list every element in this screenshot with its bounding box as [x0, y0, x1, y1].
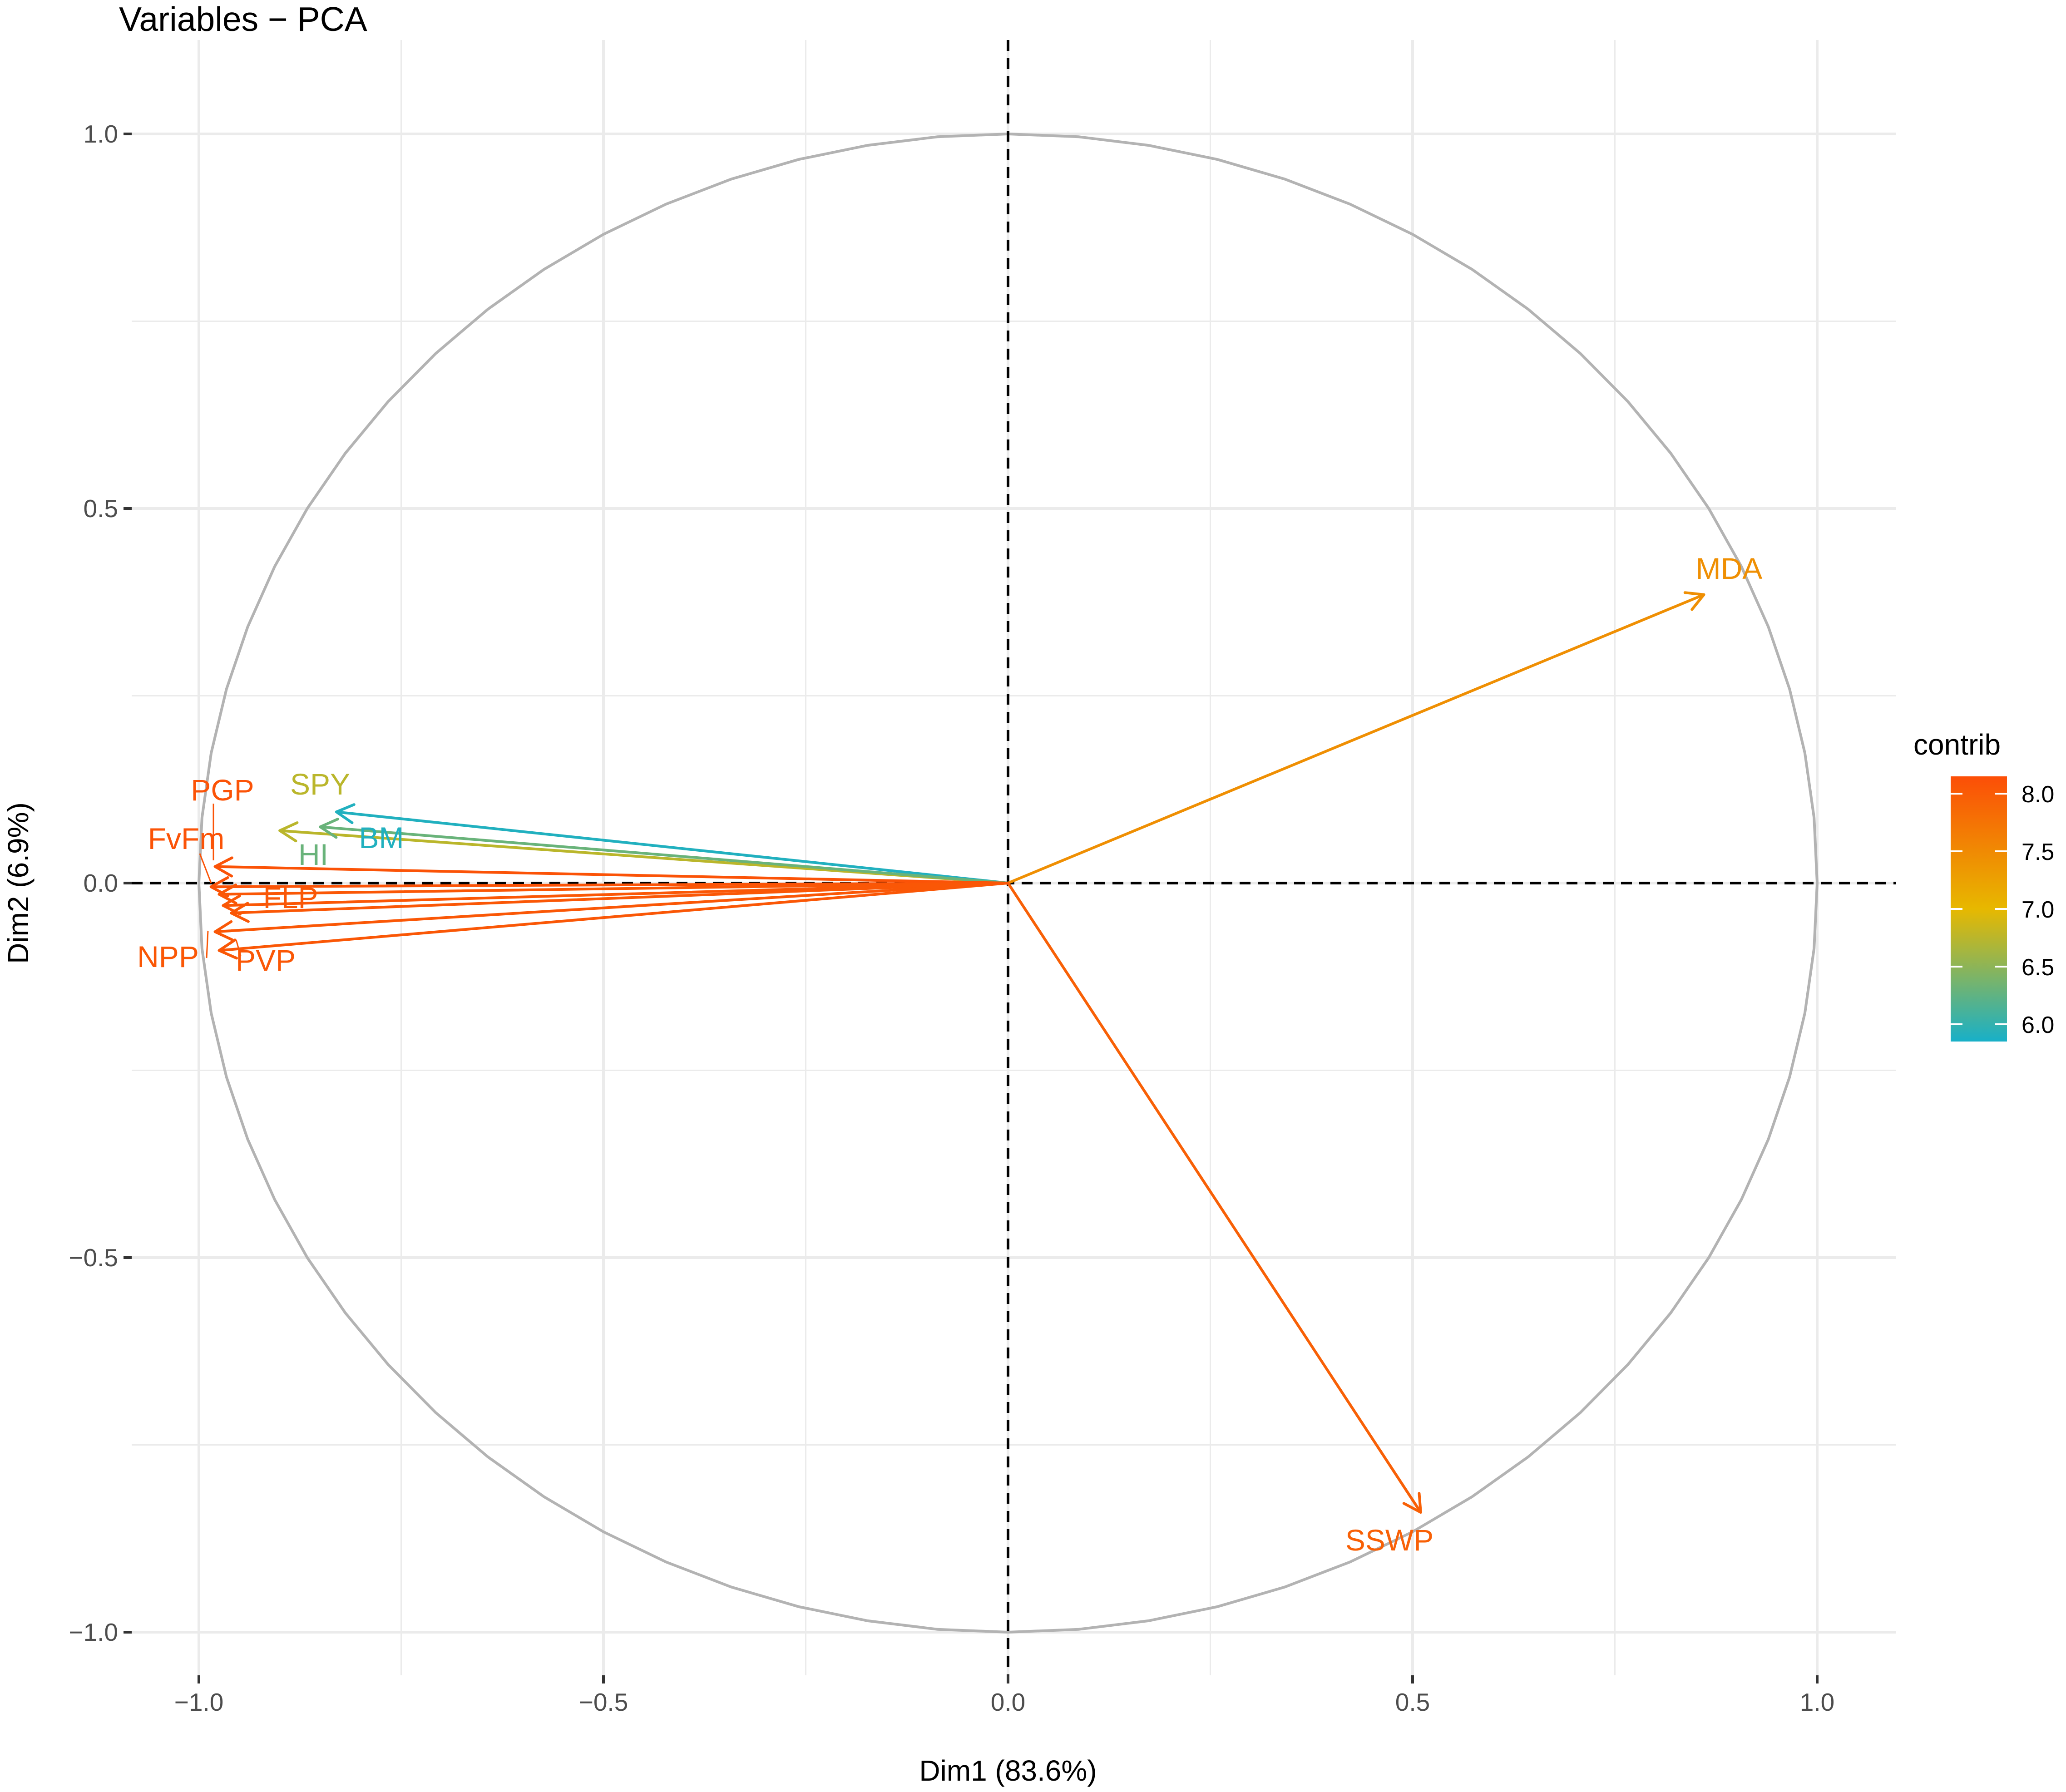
arrow-head — [217, 938, 238, 960]
y-tick-label: 0.0 — [84, 869, 118, 897]
variable-label-mda: MDA — [1696, 552, 1763, 585]
arrow-head — [278, 821, 299, 843]
x-axis-label: Dim1 (83.6%) — [919, 1754, 1097, 1787]
y-tick-label: −0.5 — [69, 1244, 118, 1272]
label-connector — [235, 939, 242, 956]
correlation-circle — [197, 133, 1819, 1634]
x-tick-label: −0.5 — [579, 1688, 628, 1716]
arrow-shaft — [213, 865, 1009, 884]
arrow-unlabeled — [222, 882, 1009, 916]
arrow-head — [230, 902, 250, 923]
legend-break-label: 7.0 — [2022, 897, 2054, 923]
arrow-pvp — [217, 882, 1009, 960]
legend-break-label: 8.0 — [2022, 781, 2054, 808]
arrow-npp — [213, 882, 1009, 942]
arrow-head — [213, 920, 234, 942]
arrow-pgp — [213, 856, 1009, 884]
variable-label-pvp: PVP — [236, 943, 296, 977]
x-tick-label: 0.0 — [991, 1688, 1025, 1716]
variable-label-pgp: PGP — [191, 773, 254, 807]
variable-label-hi: HI — [298, 838, 328, 871]
contrib-legend: contrib 6.0 6.5 7.0 7.5 8.0 — [1913, 728, 2054, 1042]
legend-break-label: 6.0 — [2022, 1012, 2054, 1038]
arrow-shaft — [217, 882, 1009, 952]
variable-label-fvfm: FvFm — [148, 822, 225, 855]
variable-label-bm: BM — [359, 821, 404, 854]
label-connector — [199, 853, 212, 884]
y-axis-label: Dim2 (6.9%) — [2, 802, 35, 964]
legend-ticks: 6.0 6.5 7.0 7.5 8.0 — [1951, 781, 2054, 1038]
arrow-mda — [1007, 591, 1705, 884]
legend-break-label: 7.5 — [2022, 839, 2054, 865]
arrow-head — [222, 894, 242, 916]
arrow-shaft — [217, 882, 1009, 896]
variable-label-npp: NPP — [137, 940, 199, 973]
variable-labels: MDA SSWP SPY BM HI PGP FvFm FLP NPP PVP — [137, 552, 1762, 1557]
arrow-shaft — [335, 810, 1009, 884]
arrow-shaft — [1007, 882, 1422, 1514]
y-tick-label: 1.0 — [84, 120, 118, 148]
variable-arrows — [209, 591, 1705, 1514]
chart-title: Variables − PCA — [119, 0, 367, 38]
label-connector — [206, 930, 209, 958]
x-tick-label: 0.5 — [1395, 1688, 1430, 1716]
arrow-shaft — [222, 882, 1009, 907]
arrow-head — [213, 856, 233, 878]
plot-panel — [132, 40, 1896, 1675]
variable-label-flp: FLP — [263, 881, 318, 914]
arrow-bm — [335, 803, 1009, 884]
arrow-head — [1402, 1492, 1422, 1514]
legend-break-label: 6.5 — [2022, 954, 2054, 981]
axes: −1.0 −0.5 0.0 0.5 1.0 −1.0 −0.5 0.0 0.5 1.0 — [69, 120, 1834, 1716]
variable-label-sswp: SSWP — [1345, 1523, 1433, 1557]
legend-title: contrib — [1913, 728, 2001, 761]
arrow-head — [1683, 591, 1705, 611]
y-tick-label: 0.5 — [84, 494, 118, 523]
arrow-head — [335, 803, 356, 824]
x-tick-label: −1.0 — [174, 1688, 224, 1716]
arrow-shaft — [213, 882, 1009, 933]
arrow-shaft — [1007, 593, 1705, 884]
y-tick-label: −1.0 — [69, 1618, 118, 1646]
arrow-head — [319, 818, 339, 839]
x-tick-label: 1.0 — [1800, 1688, 1834, 1716]
arrow-hi — [319, 818, 1009, 884]
variable-label-spy: SPY — [290, 767, 350, 801]
arrow-sswp — [1007, 882, 1422, 1514]
arrow-shaft — [319, 825, 1009, 884]
